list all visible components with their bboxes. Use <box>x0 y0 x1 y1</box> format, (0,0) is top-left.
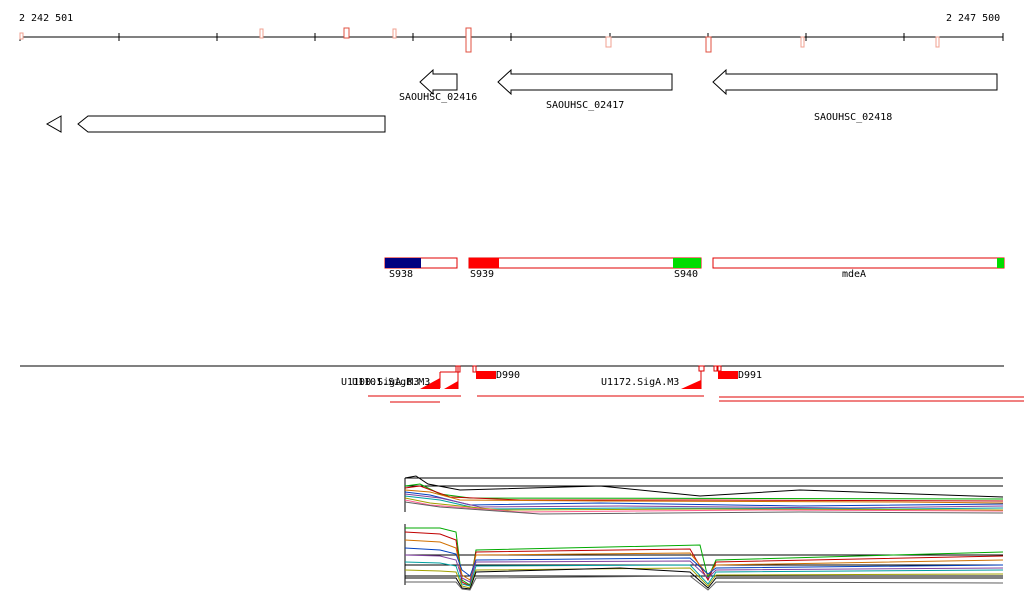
feature-label-d991[interactable]: D991 <box>738 370 763 381</box>
segment-label-mdeA[interactable]: mdeA <box>842 269 867 280</box>
expression-plot-bottom[interactable] <box>404 524 1004 591</box>
coordinate-ruler <box>19 33 1004 41</box>
axis-end-label: 2 247 500 <box>946 13 1001 24</box>
segment-track[interactable] <box>384 257 1005 269</box>
gene-arrow-02418[interactable] <box>712 68 998 96</box>
axis-start-label: 2 242 501 <box>19 13 74 24</box>
gene-label-02416[interactable]: SAOUHSC_02416 <box>399 92 478 103</box>
gene-arrow-02417[interactable] <box>497 68 673 96</box>
gene-label-02417[interactable]: SAOUHSC_02417 <box>546 100 625 111</box>
gene-arrow-02416[interactable] <box>419 68 458 96</box>
feature-label-d990[interactable]: D990 <box>496 370 521 381</box>
segment-label-s940[interactable]: S940 <box>674 269 699 280</box>
segment-label-s938[interactable]: S938 <box>389 269 414 280</box>
ruler-markers[interactable] <box>19 27 940 53</box>
gene-arrow-left-edge[interactable] <box>45 115 62 133</box>
feature-track[interactable] <box>20 365 1024 403</box>
feature-label-u1100[interactable]: U1100.SigA.M3 <box>341 377 420 388</box>
expression-plot-top[interactable] <box>404 475 1004 515</box>
segment-label-s939[interactable]: S939 <box>470 269 495 280</box>
feature-label-u1172[interactable]: U1172.SigA.M3 <box>601 377 680 388</box>
gene-arrow-long[interactable] <box>77 115 386 133</box>
gene-label-02418[interactable]: SAOUHSC_02418 <box>814 112 893 123</box>
feature-label-u1101[interactable]: U1101.SigB.M3 <box>352 377 431 388</box>
